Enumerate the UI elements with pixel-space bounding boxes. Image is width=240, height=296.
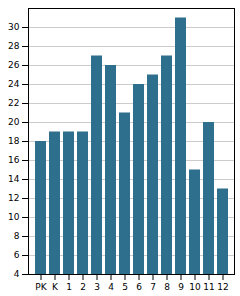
svg-text:26: 26: [8, 60, 20, 70]
svg-text:11: 11: [203, 282, 214, 292]
svg-text:4: 4: [14, 269, 20, 279]
svg-text:10: 10: [8, 212, 20, 222]
svg-text:14: 14: [8, 174, 20, 184]
svg-text:10: 10: [189, 282, 201, 292]
svg-text:5: 5: [122, 282, 128, 292]
svg-text:24: 24: [8, 79, 20, 89]
svg-text:8: 8: [14, 231, 20, 241]
svg-text:1: 1: [66, 282, 72, 292]
svg-text:30: 30: [8, 22, 20, 32]
svg-text:16: 16: [8, 155, 20, 165]
svg-text:PK: PK: [35, 282, 47, 292]
svg-text:12: 12: [8, 193, 19, 203]
svg-text:28: 28: [8, 41, 20, 51]
svg-text:12: 12: [217, 282, 228, 292]
svg-text:18: 18: [8, 136, 20, 146]
svg-text:6: 6: [136, 282, 142, 292]
svg-text:20: 20: [8, 117, 20, 127]
svg-text:9: 9: [178, 282, 184, 292]
svg-text:7: 7: [150, 282, 156, 292]
svg-text:2: 2: [80, 282, 86, 292]
svg-text:22: 22: [8, 98, 19, 108]
svg-text:K: K: [52, 282, 59, 292]
svg-text:4: 4: [108, 282, 114, 292]
svg-text:3: 3: [94, 282, 100, 292]
svg-text:6: 6: [14, 250, 20, 260]
svg-text:8: 8: [164, 282, 170, 292]
